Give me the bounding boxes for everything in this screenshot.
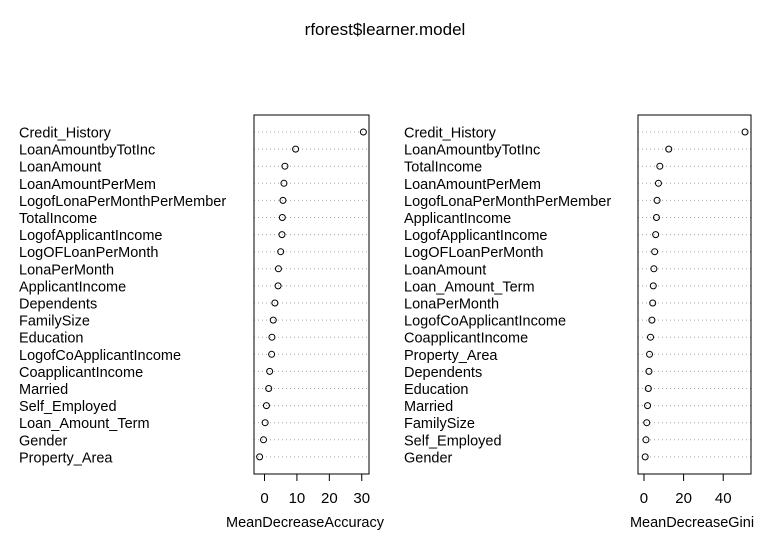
category-label: LonaPerMonth — [19, 262, 114, 278]
category-label: TotalIncome — [19, 211, 97, 227]
category-label: LoanAmountPerMem — [19, 177, 156, 193]
data-point — [278, 231, 286, 239]
category-label: FamilySize — [19, 314, 90, 330]
category-label: Property_Area — [19, 450, 113, 466]
category-label: LonaPerMonth — [404, 297, 499, 313]
data-point — [274, 265, 282, 273]
category-label: Self_Employed — [19, 399, 117, 415]
x-tick-label: 0 — [260, 490, 268, 507]
data-point — [651, 248, 659, 256]
data-point — [271, 299, 279, 307]
data-point — [278, 214, 286, 221]
panel-mean-decrease-gini: Credit_HistoryLoanAmountbyTotIncTotalInc… — [404, 114, 754, 531]
category-label: Education — [19, 331, 84, 347]
category-label: CoapplicantIncome — [19, 365, 143, 381]
category-label: Dependents — [404, 365, 482, 381]
chart-title: rforest$learner.model — [305, 20, 466, 39]
data-point — [292, 145, 300, 153]
category-label: Self_Employed — [404, 433, 502, 449]
data-point — [644, 402, 652, 410]
data-point — [280, 179, 288, 187]
plot-frame — [253, 114, 370, 475]
data-point — [649, 299, 657, 307]
data-point — [277, 248, 285, 256]
data-point — [653, 196, 661, 204]
category-label: LoanAmountPerMem — [404, 177, 541, 193]
category-label: Loan_Amount_Term — [19, 416, 150, 432]
category-label: ApplicantIncome — [19, 279, 126, 295]
panel-mean-decrease-accuracy: Credit_HistoryLoanAmountbyTotIncLoanAmou… — [19, 114, 385, 531]
data-point — [665, 145, 673, 153]
category-label: Married — [19, 382, 68, 398]
category-label: Married — [404, 399, 453, 415]
data-point — [359, 128, 367, 136]
x-tick-label: 40 — [715, 490, 732, 507]
category-label: Property_Area — [404, 348, 498, 364]
category-label: Credit_History — [19, 126, 112, 142]
data-point — [269, 316, 277, 324]
category-label: LogOFLoanPerMonth — [19, 245, 158, 261]
data-point — [654, 179, 662, 187]
category-label: LogofLonaPerMonthPerMember — [404, 194, 611, 210]
category-label: TotalIncome — [404, 160, 482, 176]
data-point — [643, 419, 651, 427]
data-point — [646, 350, 654, 358]
x-tick-label: 0 — [640, 490, 648, 507]
data-point — [641, 453, 649, 461]
data-point — [256, 453, 264, 461]
data-point — [279, 196, 287, 204]
x-tick-label: 10 — [289, 490, 306, 507]
category-label: Education — [404, 382, 469, 398]
data-point — [266, 367, 274, 375]
data-point — [741, 128, 749, 136]
category-label: LogofApplicantIncome — [404, 228, 548, 244]
data-point — [645, 367, 653, 375]
data-point — [649, 282, 657, 290]
data-point — [647, 333, 655, 341]
x-tick-label: 20 — [321, 490, 338, 507]
category-label: LogOFLoanPerMonth — [404, 245, 543, 261]
x-axis-title: MeanDecreaseAccuracy — [226, 515, 385, 531]
data-point — [642, 436, 650, 444]
category-label: Loan_Amount_Term — [404, 279, 535, 295]
category-label: LoanAmountbyTotInc — [404, 143, 540, 159]
x-tick-label: 20 — [675, 490, 692, 507]
data-point — [260, 436, 268, 444]
data-point — [268, 333, 276, 341]
data-point — [281, 162, 289, 170]
data-point — [274, 282, 282, 290]
category-label: CoapplicantIncome — [404, 331, 528, 347]
data-point — [648, 316, 656, 324]
category-label: LogofCoApplicantIncome — [19, 348, 181, 364]
x-axis-title: MeanDecreaseGini — [630, 515, 754, 531]
data-point — [650, 265, 658, 273]
category-label: LoanAmount — [19, 160, 101, 176]
data-point — [652, 214, 660, 221]
category-label: LogofApplicantIncome — [19, 228, 163, 244]
plot-frame — [637, 114, 752, 475]
data-point — [268, 350, 276, 358]
category-label: Gender — [19, 433, 68, 449]
data-point — [644, 385, 652, 392]
category-label: LoanAmountbyTotInc — [19, 143, 155, 159]
data-point — [262, 402, 270, 410]
data-point — [652, 231, 660, 239]
category-label: LogofCoApplicantIncome — [404, 314, 566, 330]
category-label: LogofLonaPerMonthPerMember — [19, 194, 226, 210]
category-label: Credit_History — [404, 126, 497, 142]
data-point — [265, 385, 273, 392]
data-point — [656, 162, 664, 170]
category-label: Gender — [404, 450, 453, 466]
data-point — [261, 419, 269, 427]
category-label: FamilySize — [404, 416, 475, 432]
x-tick-label: 30 — [353, 490, 370, 507]
category-label: LoanAmount — [404, 262, 486, 278]
category-label: ApplicantIncome — [404, 211, 511, 227]
category-label: Dependents — [19, 297, 97, 313]
